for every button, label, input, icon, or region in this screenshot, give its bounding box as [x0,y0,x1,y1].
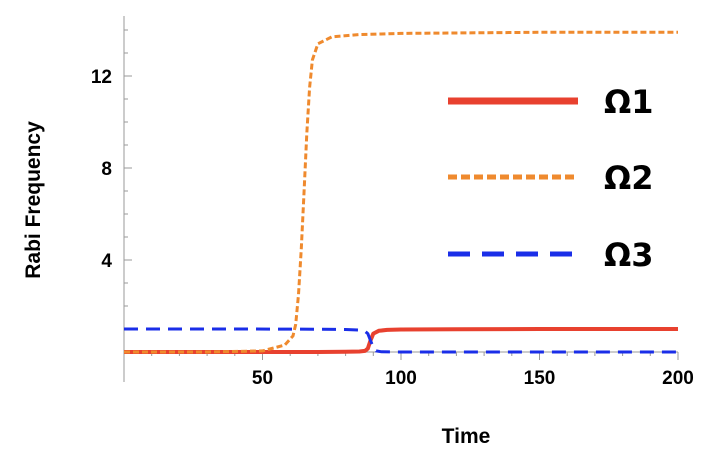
axes: 4 8 12 50 100 150 200 [91,16,694,389]
y-tick-label: 4 [101,251,112,272]
series-layer [124,30,678,354]
legend-label-2: Ω2 [604,159,653,197]
series-line-2 [124,30,678,354]
x-tick-label: 150 [524,368,556,389]
x-tick-label: 100 [385,368,417,389]
x-tick-label: 200 [662,368,694,389]
y-tick-label: 12 [91,67,112,88]
series-line-1 [124,327,678,354]
series-line-3 [124,327,678,354]
x-axis-label: Time [442,425,491,448]
x-tick-label: 50 [252,368,273,389]
legend-label-3: Ω3 [604,236,653,274]
legend: Ω1 Ω2 Ω3 [448,83,653,274]
y-axis-label: Rabi Frequency [22,121,45,279]
y-tick-label: 8 [101,159,112,180]
legend-label-1: Ω1 [604,83,653,121]
